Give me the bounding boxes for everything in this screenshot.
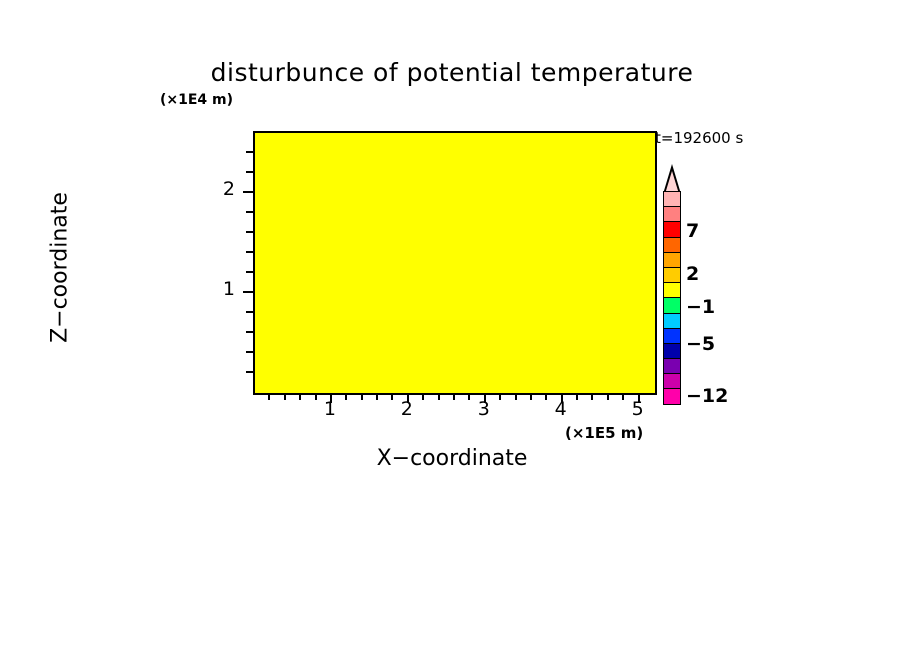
x-tick-minor <box>622 393 625 400</box>
colorbar-band <box>663 251 681 268</box>
y-tick-label: 2 <box>222 178 235 200</box>
x-tick-minor <box>453 393 455 400</box>
colorbar-label: 7 <box>686 220 700 243</box>
x-tick-minor <box>514 393 517 400</box>
x-tick-minor <box>391 393 394 400</box>
y-tick-minor <box>246 311 253 313</box>
colorbar-band <box>663 282 681 299</box>
y-tick-minor <box>246 351 253 353</box>
y-tick-major <box>243 291 253 293</box>
colorbar-band <box>663 266 681 284</box>
colorbar-band <box>663 342 681 360</box>
x-tick-label: 1 <box>323 398 336 420</box>
x-tick-minor <box>576 393 579 400</box>
colorbar-label: 2 <box>686 263 700 286</box>
y-tick-minor <box>246 231 253 233</box>
colorbar-band <box>663 206 681 223</box>
x-tick-label: 4 <box>554 398 567 420</box>
colorbar <box>663 191 681 405</box>
y-tick-minor <box>246 371 253 373</box>
colorbar-band <box>663 327 681 344</box>
y-tick-label: 1 <box>222 278 235 300</box>
y-tick-minor <box>246 151 253 153</box>
x-tick-minor <box>529 393 532 400</box>
y-axis-title: Z−coordinate <box>47 192 73 343</box>
x-tick-label: 5 <box>631 398 644 420</box>
x-tick-minor <box>468 393 471 400</box>
y-tick-minor <box>246 171 253 173</box>
x-tick-minor <box>299 393 302 400</box>
colorbar-band <box>663 373 681 390</box>
x-tick-major <box>637 393 640 403</box>
x-tick-minor <box>283 393 286 400</box>
y-tick-minor <box>246 271 253 273</box>
y-tick-minor <box>246 331 253 333</box>
x-tick-minor <box>376 393 379 400</box>
x-tick-label: 2 <box>400 398 413 420</box>
z-units-label: (×1E4 m) <box>160 92 234 108</box>
colorbar-label: −12 <box>686 384 729 407</box>
y-tick-major <box>243 191 253 193</box>
x-tick-minor <box>360 393 363 400</box>
contour-field <box>255 133 655 393</box>
x-axis-title: X−coordinate <box>376 446 528 471</box>
colorbar-band <box>663 358 681 375</box>
colorbar-band <box>663 388 681 405</box>
x-units-label: (×1E5 m) <box>565 424 644 442</box>
x-tick-major <box>406 393 409 403</box>
x-tick-minor <box>545 393 548 400</box>
colorbar-band <box>663 236 681 253</box>
colorbar-band <box>663 312 681 329</box>
y-tick-minor <box>246 251 253 253</box>
x-tick-minor <box>591 393 594 400</box>
x-tick-major <box>483 393 486 403</box>
x-tick-major <box>329 393 332 403</box>
x-tick-major <box>560 393 563 403</box>
x-tick-minor <box>606 393 609 400</box>
colorbar-label: −1 <box>686 296 716 319</box>
page-title: disturbunce of potential temperature <box>210 58 694 87</box>
contour-plot-area <box>253 131 657 395</box>
x-tick-minor <box>422 393 425 400</box>
x-tick-minor <box>437 393 440 400</box>
x-tick-minor <box>345 393 348 400</box>
x-tick-minor <box>499 393 502 400</box>
colorbar-label: −5 <box>686 332 716 355</box>
time-annotation: t=192600 s <box>655 129 744 147</box>
colorbar-arrow-fill <box>665 171 679 194</box>
colorbar-band <box>663 297 681 314</box>
colorbar-band <box>663 191 681 208</box>
colorbar-band <box>663 221 681 238</box>
x-tick-label: 3 <box>477 398 490 420</box>
x-tick-minor <box>268 393 271 400</box>
x-tick-minor <box>314 393 317 400</box>
y-tick-minor <box>246 211 253 213</box>
